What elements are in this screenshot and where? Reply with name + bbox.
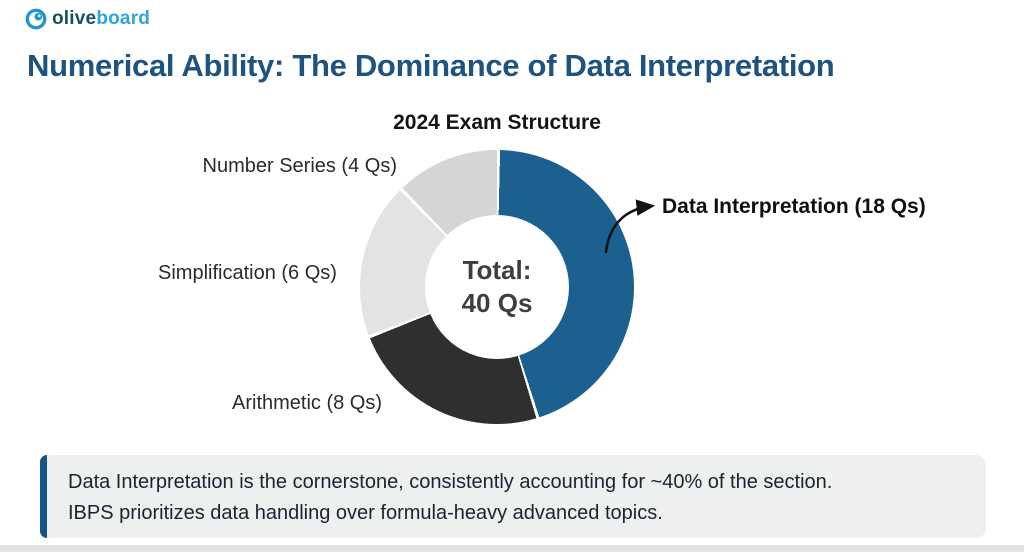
callout-line-2: IBPS prioritizes data handling over form… <box>68 502 663 524</box>
callout-text: Data Interpretation is the cornerstone, … <box>68 467 970 529</box>
page-title: Numerical Ability: The Dominance of Data… <box>27 48 835 83</box>
donut-total-label: Total: 40 Qs <box>462 254 533 320</box>
oliveboard-ring-icon <box>25 8 47 30</box>
slice-label-data-interpretation: Data Interpretation (18 Qs) <box>662 195 926 218</box>
chart-title: 2024 Exam Structure <box>393 111 601 134</box>
data-interpretation-arrow-icon <box>604 199 656 254</box>
oliveboard-logo-text: oliveboard <box>52 8 150 30</box>
logo-text-board: board <box>96 8 151 29</box>
donut-total-line2: 40 Qs <box>461 288 533 318</box>
donut-center: Total: 40 Qs <box>425 215 569 359</box>
slice-label-arithmetic: Arithmetic (8 Qs) <box>232 392 383 414</box>
slice-label-number-series: Number Series (4 Qs) <box>202 155 398 177</box>
insight-callout: Data Interpretation is the cornerstone, … <box>40 455 986 538</box>
donut-total-line1: Total: <box>462 255 532 285</box>
bottom-edge-strip <box>0 545 1024 552</box>
logo-text-olive: olive <box>52 8 97 29</box>
callout-accent-bar <box>40 455 47 538</box>
callout-line-1: Data Interpretation is the cornerstone, … <box>68 471 833 493</box>
oliveboard-logo: oliveboard <box>25 8 150 30</box>
slice-label-simplification: Simplification (6 Qs) <box>158 262 337 284</box>
